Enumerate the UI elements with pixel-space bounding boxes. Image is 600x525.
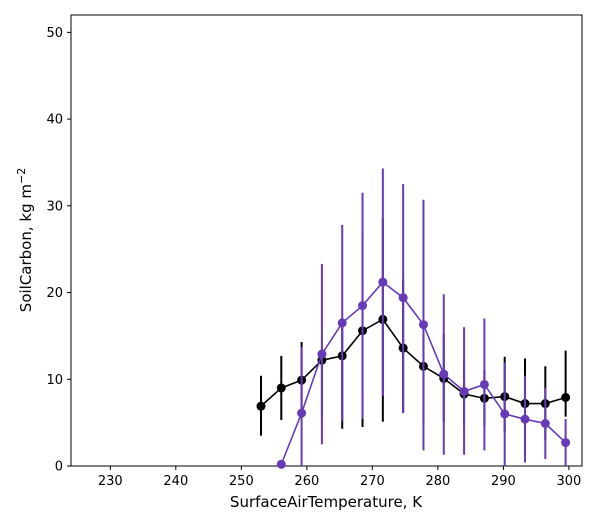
x-tick-label: 230 — [98, 474, 123, 489]
data-point — [256, 401, 266, 411]
data-point — [540, 419, 550, 429]
data-point — [561, 392, 571, 402]
plot-frame — [70, 14, 583, 467]
x-tick-label: 280 — [425, 474, 450, 489]
y-tick-label: 0 — [55, 460, 63, 475]
data-point — [317, 349, 327, 359]
data-point — [418, 320, 428, 330]
x-axis-label: SurfaceAirTemperature, K — [230, 493, 423, 511]
data-point — [276, 459, 286, 469]
data-point — [561, 438, 571, 448]
y-tick-label: 30 — [46, 199, 63, 214]
data-point — [459, 386, 469, 396]
data-point — [439, 369, 449, 379]
x-tick-label: 270 — [360, 474, 385, 489]
series-1-line — [260, 318, 566, 407]
y-axis-label: SoilCarbon, kg m−2 — [15, 168, 35, 312]
plot-area — [70, 14, 583, 467]
series-layer — [256, 168, 571, 469]
data-point — [276, 383, 286, 393]
data-point — [337, 318, 347, 328]
y-tick-label: 10 — [46, 373, 63, 388]
data-point — [500, 409, 510, 419]
series-2 — [276, 168, 571, 469]
x-tick-label: 240 — [163, 474, 188, 489]
y-tick-label: 20 — [46, 286, 63, 301]
y-axis-label-superscript: −2 — [15, 168, 28, 184]
data-point — [297, 408, 307, 418]
data-point — [398, 293, 408, 303]
x-tick-label: 260 — [294, 474, 319, 489]
data-point — [520, 414, 530, 424]
data-point — [358, 301, 368, 311]
y-axis-label-main: SoilCarbon, kg m — [17, 184, 35, 312]
x-tick-label: 250 — [229, 474, 254, 489]
data-point — [479, 379, 489, 389]
x-tick-label: 300 — [556, 474, 581, 489]
data-point — [378, 277, 388, 287]
x-tick-label: 290 — [491, 474, 516, 489]
y-tick-label: 40 — [46, 113, 63, 128]
axes: 230 240 250 260 270 280 290 300 0 10 20 30 40 50 — [46, 26, 581, 489]
y-tick-label: 50 — [46, 26, 63, 41]
series-1-error-bars — [259, 218, 567, 440]
